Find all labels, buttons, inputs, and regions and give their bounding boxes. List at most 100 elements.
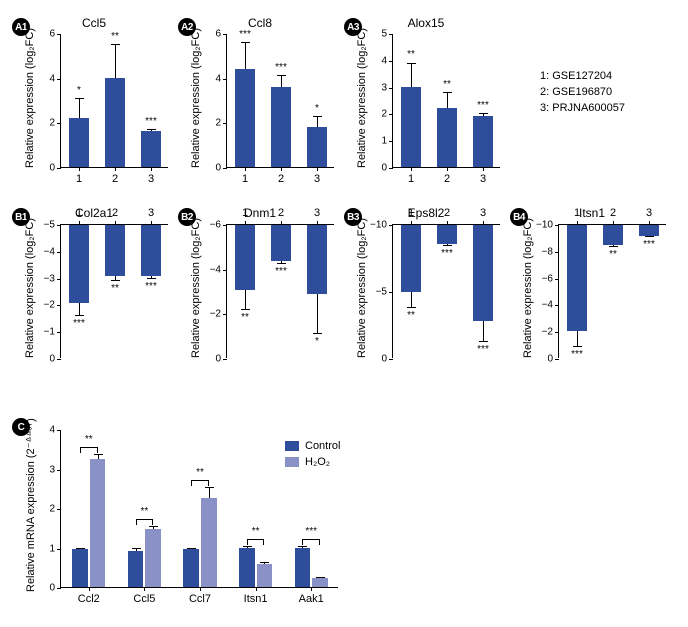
significance-marker: *** bbox=[441, 248, 453, 259]
panel-a2: A2Ccl8Relative expression (log₂FC)0246**… bbox=[180, 20, 340, 190]
significance-marker: *** bbox=[275, 62, 287, 73]
bar bbox=[141, 225, 161, 276]
significance-marker: *** bbox=[643, 239, 655, 250]
y-axis-label: Relative expression (log₂FC) bbox=[356, 28, 368, 168]
significance-marker: *** bbox=[275, 266, 287, 277]
significance-marker: *** bbox=[305, 526, 317, 537]
plot-area: 0246***1***2*3 bbox=[226, 34, 334, 168]
significance-marker: ** bbox=[140, 506, 148, 517]
x-tick-label: 1 bbox=[76, 173, 82, 185]
bar bbox=[603, 225, 623, 245]
bar bbox=[473, 116, 493, 167]
bar-treat bbox=[257, 564, 273, 587]
plot-area: −10−50**1***2***3 bbox=[392, 224, 500, 358]
bar-control bbox=[239, 548, 255, 588]
x-tick-label: 2 bbox=[444, 207, 450, 219]
significance-marker: *** bbox=[477, 344, 489, 355]
bar bbox=[271, 225, 291, 261]
bar bbox=[105, 78, 125, 167]
x-tick-label: 3 bbox=[646, 207, 652, 219]
bar bbox=[69, 118, 89, 167]
bar bbox=[639, 225, 659, 236]
x-tick-label: 3 bbox=[480, 207, 486, 219]
significance-marker: ** bbox=[407, 49, 415, 60]
bar bbox=[69, 225, 89, 303]
bar bbox=[307, 225, 327, 294]
bar bbox=[235, 69, 255, 167]
significance-marker: * bbox=[77, 85, 81, 96]
x-tick-label: 2 bbox=[444, 173, 450, 185]
bar-treat bbox=[312, 578, 328, 587]
bar-control bbox=[183, 549, 199, 587]
bar-treat bbox=[90, 459, 106, 587]
x-tick-label: Ccl2 bbox=[78, 593, 100, 605]
significance-marker: *** bbox=[73, 318, 85, 329]
x-tick-label: 3 bbox=[314, 207, 320, 219]
x-tick-label: 2 bbox=[278, 207, 284, 219]
panel-b2: B2Dnm1Relative expression (log₂FC)−6−4−2… bbox=[180, 210, 340, 380]
x-tick-label: Itsn1 bbox=[244, 593, 268, 605]
panel-a3: A3Alox15Relative expression (log₂FC)0123… bbox=[346, 20, 506, 190]
significance-marker: ** bbox=[111, 31, 119, 42]
significance-marker: ** bbox=[241, 312, 249, 323]
bar bbox=[567, 225, 587, 331]
bar bbox=[141, 131, 161, 167]
plot-area: 012345**1**2***3 bbox=[392, 34, 500, 168]
bar bbox=[437, 225, 457, 244]
legend-c-treat: H₂O₂ bbox=[285, 454, 340, 470]
x-tick-label: Ccl5 bbox=[133, 593, 155, 605]
bar bbox=[437, 108, 457, 167]
x-tick-label: 3 bbox=[148, 207, 154, 219]
x-tick-label: 1 bbox=[408, 173, 414, 185]
significance-marker: *** bbox=[145, 281, 157, 292]
significance-marker: *** bbox=[571, 349, 583, 360]
legend-item-2: 2: GSE196870 bbox=[540, 84, 625, 100]
x-tick-label: 2 bbox=[112, 207, 118, 219]
y-axis-label: Relative expression (log₂FC) bbox=[24, 28, 36, 168]
panel-b4: B4Itsn1Relative expression (log₂FC)−10−8… bbox=[512, 210, 672, 380]
bar-control bbox=[72, 549, 88, 587]
bar-treat bbox=[201, 498, 217, 587]
significance-marker: ** bbox=[443, 79, 451, 90]
plot-area: −6−4−20**1***2*3 bbox=[226, 224, 334, 358]
bar bbox=[105, 225, 125, 276]
plot-area: −10−8−6−4−20***1**2***3 bbox=[558, 224, 666, 358]
x-tick-label: 3 bbox=[480, 173, 486, 185]
bar-control bbox=[128, 551, 144, 587]
significance-marker: *** bbox=[239, 29, 251, 40]
significance-marker: * bbox=[315, 103, 319, 114]
bar-treat bbox=[145, 529, 161, 587]
legend-item-3: 3: PRJNA600057 bbox=[540, 100, 625, 116]
legend-item-1: 1: GSE127204 bbox=[540, 68, 625, 84]
x-tick-label: 3 bbox=[314, 173, 320, 185]
x-tick-label: Ccl7 bbox=[189, 593, 211, 605]
panel-b1: B1Col2a1Relative expression (log₂FC)−5−4… bbox=[14, 210, 174, 380]
x-tick-label: 3 bbox=[148, 173, 154, 185]
significance-marker: *** bbox=[477, 100, 489, 111]
y-axis-label: Relative expression (log₂FC) bbox=[190, 28, 202, 168]
significance-marker: ** bbox=[609, 249, 617, 260]
significance-marker: ** bbox=[85, 434, 93, 445]
legend-datasets: 1: GSE127204 2: GSE196870 3: PRJNA600057 bbox=[540, 68, 625, 116]
bar bbox=[473, 225, 493, 321]
bar-control bbox=[295, 548, 311, 588]
x-tick-label: 1 bbox=[242, 207, 248, 219]
significance-marker: ** bbox=[196, 467, 204, 478]
panel-b3: B3Eps8l2Relative expression (log₂FC)−10−… bbox=[346, 210, 506, 380]
x-tick-label: 2 bbox=[278, 173, 284, 185]
plot-area: −5−4−3−2−10***1**2***3 bbox=[60, 224, 168, 358]
plot-area: 0246*1**2***3 bbox=[60, 34, 168, 168]
x-tick-label: 2 bbox=[112, 173, 118, 185]
legend-panel-c: Control H₂O₂ bbox=[285, 438, 340, 470]
panel-a1: A1Ccl5Relative expression (log₂FC)0246*1… bbox=[14, 20, 174, 190]
x-tick-label: 1 bbox=[242, 173, 248, 185]
y-axis-label: Relative expression (log₂FC) bbox=[190, 218, 202, 358]
bar bbox=[307, 127, 327, 167]
bar bbox=[271, 87, 291, 167]
significance-marker: ** bbox=[252, 526, 260, 537]
significance-marker: ** bbox=[407, 310, 415, 321]
x-tick-label: 2 bbox=[610, 207, 616, 219]
significance-marker: *** bbox=[145, 116, 157, 127]
x-tick-label: 1 bbox=[574, 207, 580, 219]
significance-marker: * bbox=[315, 336, 319, 347]
